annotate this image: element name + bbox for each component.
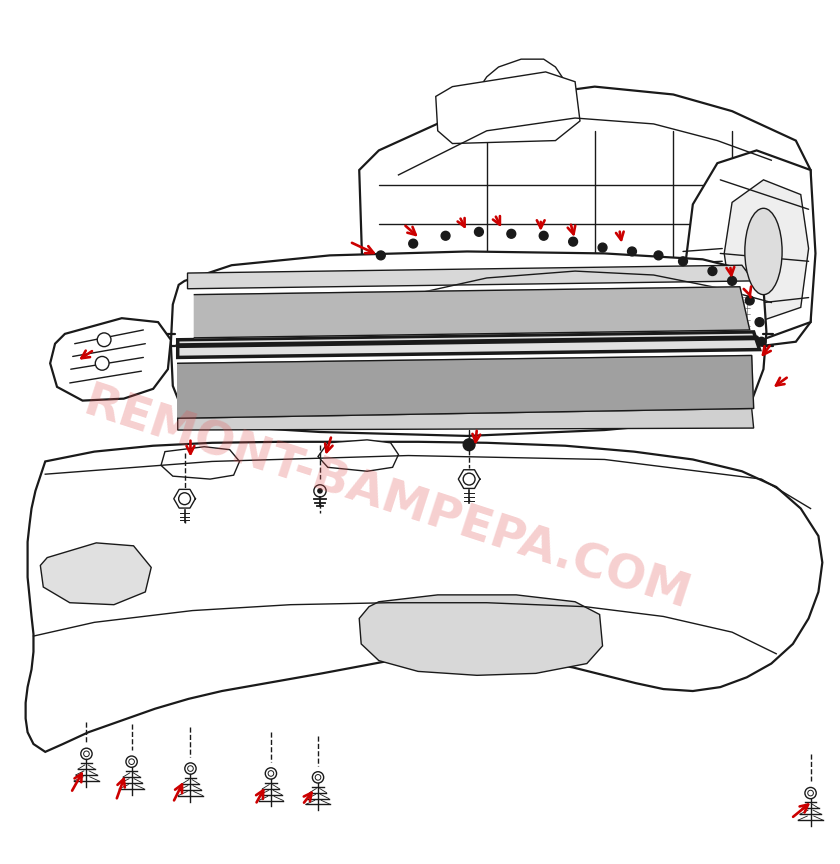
Polygon shape — [318, 440, 398, 471]
Circle shape — [805, 787, 816, 798]
Polygon shape — [360, 86, 811, 350]
Circle shape — [265, 768, 276, 779]
Circle shape — [463, 439, 475, 451]
Circle shape — [409, 239, 417, 248]
Polygon shape — [360, 595, 602, 676]
Polygon shape — [683, 150, 816, 342]
Polygon shape — [174, 489, 196, 508]
Polygon shape — [178, 355, 753, 418]
Circle shape — [808, 791, 813, 796]
Polygon shape — [477, 59, 565, 101]
Circle shape — [179, 492, 191, 505]
Circle shape — [314, 485, 326, 497]
Circle shape — [126, 756, 137, 767]
Polygon shape — [178, 409, 753, 430]
Circle shape — [318, 489, 322, 493]
Circle shape — [569, 238, 578, 246]
Circle shape — [185, 763, 196, 774]
Circle shape — [727, 276, 737, 285]
Circle shape — [745, 296, 754, 305]
Circle shape — [755, 318, 764, 327]
Circle shape — [463, 473, 475, 485]
Circle shape — [84, 751, 89, 757]
Circle shape — [708, 267, 717, 276]
Circle shape — [475, 227, 483, 236]
Polygon shape — [459, 470, 480, 488]
Polygon shape — [187, 265, 753, 289]
Circle shape — [315, 774, 321, 780]
Circle shape — [757, 337, 766, 346]
Circle shape — [312, 772, 323, 783]
Polygon shape — [40, 543, 151, 605]
Circle shape — [507, 229, 516, 238]
Circle shape — [598, 243, 607, 252]
Text: REMONT-BAMPEPA.COM: REMONT-BAMPEPA.COM — [78, 380, 696, 619]
Circle shape — [268, 771, 274, 776]
Polygon shape — [26, 442, 822, 752]
Circle shape — [81, 748, 92, 759]
Polygon shape — [178, 332, 759, 358]
Polygon shape — [194, 287, 750, 338]
Circle shape — [97, 333, 111, 346]
Circle shape — [376, 251, 386, 260]
Circle shape — [654, 251, 663, 260]
Circle shape — [129, 759, 134, 765]
Circle shape — [627, 247, 637, 256]
Circle shape — [187, 766, 193, 772]
Circle shape — [539, 232, 549, 240]
Ellipse shape — [745, 208, 782, 295]
Polygon shape — [161, 447, 239, 480]
Circle shape — [679, 257, 687, 266]
Polygon shape — [436, 72, 580, 143]
Circle shape — [441, 232, 450, 240]
Polygon shape — [50, 318, 171, 401]
Polygon shape — [171, 251, 766, 436]
Polygon shape — [724, 180, 809, 321]
Circle shape — [95, 357, 109, 370]
